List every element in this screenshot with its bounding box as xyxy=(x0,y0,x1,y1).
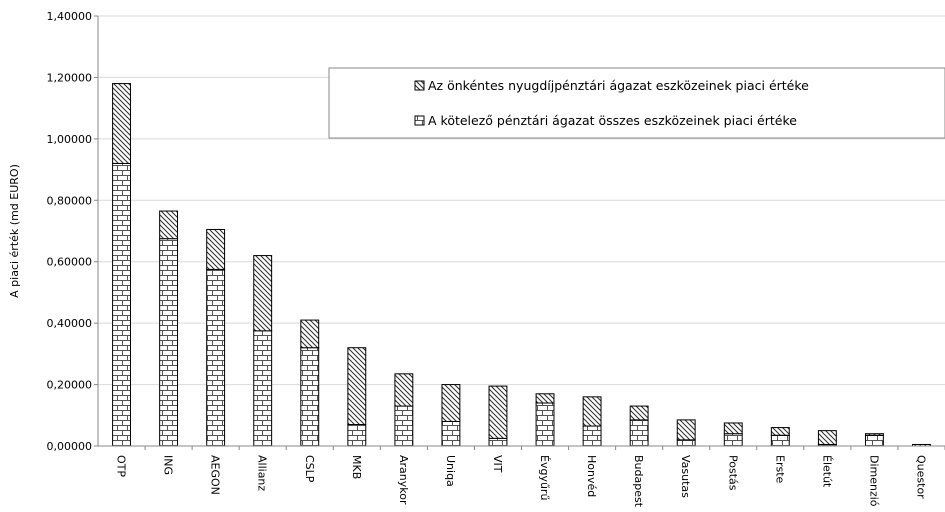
bar-segment-mandatory xyxy=(300,347,320,447)
x-category-label: CSLP xyxy=(303,455,316,483)
bar-segment-voluntary xyxy=(676,419,696,441)
bar-segment-mandatory xyxy=(676,439,696,447)
y-axis-tick-labels: 0,00000 0,20000 0,40000 0,60000 0,80000 1,000… xyxy=(47,10,98,453)
legend-swatch-voluntary xyxy=(414,80,425,91)
y-tick-label: 0,60000 xyxy=(47,256,93,269)
x-category-label: Honvéd xyxy=(585,455,598,497)
bar-segment-voluntary xyxy=(159,210,179,240)
bar-segment-mandatory xyxy=(441,420,461,447)
legend: Az önkéntes nyugdíjpénztári ágazat eszkö… xyxy=(328,67,945,139)
y-tick-label: 0,40000 xyxy=(47,317,93,330)
x-category-label: VIT xyxy=(491,455,504,473)
bar-segment-voluntary xyxy=(770,427,790,436)
bar-segment-mandatory xyxy=(347,424,367,447)
x-category-label: Dimenzió xyxy=(867,455,880,507)
bar-segment-mandatory xyxy=(206,268,226,447)
x-category-label: MKB xyxy=(350,455,363,479)
bar-segment-mandatory xyxy=(253,330,273,447)
y-tick-label: 0,20000 xyxy=(47,379,93,392)
bar-segment-voluntary xyxy=(441,384,461,422)
bar-segment-voluntary xyxy=(582,396,602,427)
bar-segment-mandatory xyxy=(629,419,649,447)
bar-segment-voluntary xyxy=(488,385,508,439)
bar-segment-mandatory xyxy=(582,425,602,447)
x-category-label: Életút xyxy=(820,455,833,488)
bar-segment-voluntary xyxy=(347,347,367,426)
legend-swatch-mandatory xyxy=(414,115,425,126)
x-category-label: Budapest xyxy=(632,455,645,508)
x-category-label: Postás xyxy=(726,455,739,491)
bar-segment-mandatory xyxy=(770,434,790,447)
x-category-label: Évgyűrű xyxy=(538,455,551,500)
bar-segment-voluntary xyxy=(206,228,226,270)
y-tick-label: 1,20000 xyxy=(47,71,93,84)
bar-segment-mandatory xyxy=(394,405,414,447)
x-category-label: Vasutas xyxy=(679,455,692,498)
bar-segment-mandatory xyxy=(488,437,508,447)
bar-segment-voluntary xyxy=(535,393,555,404)
x-category-label: Allianz xyxy=(256,455,269,491)
bar-segment-voluntary xyxy=(817,430,837,445)
y-axis-title: A piaci érték (md EURO) xyxy=(8,164,21,298)
bar-segment-voluntary xyxy=(394,373,414,407)
legend-label-mandatory: A kötelező pénztári ágazat összes eszköz… xyxy=(428,113,797,128)
x-category-label: Uniqa xyxy=(444,455,457,487)
x-category-label: AEGON xyxy=(209,455,222,495)
bar-segment-voluntary xyxy=(723,422,743,435)
x-category-label: Erste xyxy=(773,455,786,484)
y-tick-label: 1,00000 xyxy=(47,133,93,146)
y-tick-label: 1,40000 xyxy=(47,10,93,23)
x-category-label: OTP xyxy=(115,455,128,477)
bar-segment-voluntary xyxy=(629,405,649,421)
bar-segment-mandatory xyxy=(112,162,131,447)
x-category-label: Questor xyxy=(914,455,927,499)
bar-segment-mandatory xyxy=(159,238,179,447)
bar-segment-voluntary xyxy=(864,433,884,436)
x-category-label: ING xyxy=(162,455,175,475)
bar-segment-voluntary xyxy=(300,319,320,349)
legend-box xyxy=(328,67,945,139)
bar-segment-voluntary xyxy=(253,255,273,332)
bar-segment-mandatory xyxy=(535,402,555,447)
x-axis-category-labels: OTP ING AEGON Allianz CSLP MKB Aranykor Uniqa VI… xyxy=(115,446,945,508)
y-tick-label: 0,00000 xyxy=(47,440,93,453)
bar-segment-mandatory xyxy=(864,434,884,447)
bars xyxy=(112,83,931,447)
x-category-label: Aranykor xyxy=(397,455,410,505)
bar-segment-mandatory xyxy=(723,433,743,447)
legend-label-voluntary: Az önkéntes nyugdíjpénztári ágazat eszkö… xyxy=(428,78,809,93)
y-tick-label: 0,80000 xyxy=(47,194,93,207)
bar-segment-voluntary xyxy=(112,83,131,164)
